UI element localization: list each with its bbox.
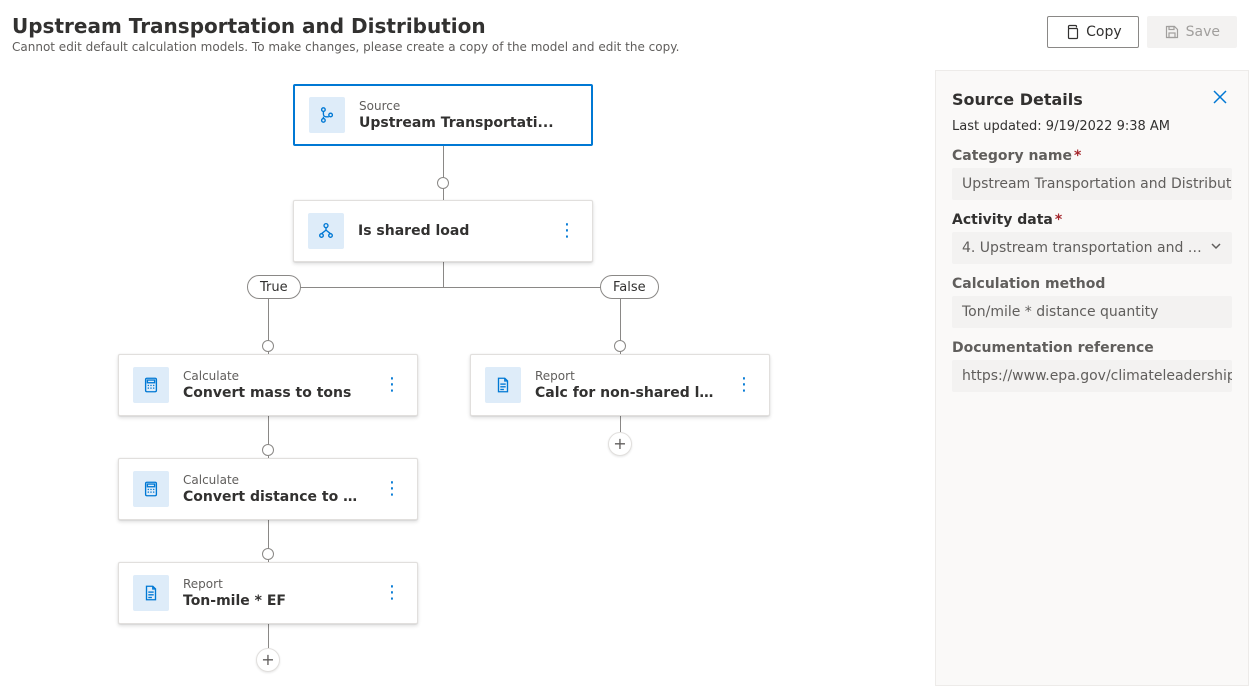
add-node-button[interactable] <box>256 648 280 672</box>
node-kind: Source <box>359 98 577 114</box>
field-label-docref: Documentation reference <box>952 340 1232 356</box>
node-more-button[interactable] <box>733 374 755 396</box>
branch-label-true: True <box>247 275 301 299</box>
category-name-field[interactable]: Upstream Transportation and Distribution <box>952 168 1232 200</box>
last-updated: Last updated: 9/19/2022 9:38 AM <box>952 119 1232 134</box>
copy-button[interactable]: Copy <box>1047 16 1139 48</box>
header-text: Upstream Transportation and Distribution… <box>12 14 679 54</box>
node-title: Is shared load <box>358 222 542 240</box>
node-title: Calc for non-shared load <box>535 384 719 402</box>
page-subtitle: Cannot edit default calculation models. … <box>12 40 679 54</box>
panel-title: Source Details <box>952 90 1083 109</box>
copy-label: Copy <box>1086 24 1122 40</box>
details-panel: Source Details Last updated: 9/19/2022 9… <box>935 70 1249 686</box>
activity-data-select[interactable]: 4. Upstream transportation and distribut… <box>952 232 1232 264</box>
node-text: Report Ton-mile * EF <box>183 576 367 610</box>
connector-dot[interactable] <box>614 340 626 352</box>
node-text: Source Upstream Transportati... <box>359 98 577 132</box>
node-text: Calculate Convert mass to tons <box>183 368 367 402</box>
node-report-tonmile[interactable]: Report Ton-mile * EF <box>118 562 418 624</box>
header-actions: Copy Save <box>1047 14 1237 48</box>
field-label-calcmethod: Calculation method <box>952 276 1232 292</box>
node-title: Upstream Transportati... <box>359 114 577 132</box>
copy-icon <box>1064 24 1080 40</box>
document-icon <box>485 367 521 403</box>
node-title: Convert mass to tons <box>183 384 367 402</box>
page-header: Upstream Transportation and Distribution… <box>0 0 1253 64</box>
add-node-button[interactable] <box>608 432 632 456</box>
node-calc-mass[interactable]: Calculate Convert mass to tons <box>118 354 418 416</box>
node-source[interactable]: Source Upstream Transportati... <box>293 84 593 146</box>
connector-dot[interactable] <box>262 548 274 560</box>
node-title: Ton-mile * EF <box>183 592 367 610</box>
calculator-icon <box>133 471 169 507</box>
node-calc-distance[interactable]: Calculate Convert distance to mi... <box>118 458 418 520</box>
save-button: Save <box>1147 16 1237 48</box>
field-label-activity: Activity data* <box>952 212 1232 228</box>
node-condition[interactable]: Is shared load <box>293 200 593 262</box>
save-label: Save <box>1186 24 1220 40</box>
branch-icon <box>309 97 345 133</box>
connector-dot[interactable] <box>437 177 449 189</box>
branch-label-false: False <box>600 275 659 299</box>
node-report-nonshared[interactable]: Report Calc for non-shared load <box>470 354 770 416</box>
node-more-button[interactable] <box>381 582 403 604</box>
node-more-button[interactable] <box>556 220 578 242</box>
page-title: Upstream Transportation and Distribution <box>12 14 679 38</box>
close-icon[interactable] <box>1208 85 1232 113</box>
decision-icon <box>308 213 344 249</box>
connector-dot[interactable] <box>262 444 274 456</box>
save-icon <box>1164 24 1180 40</box>
node-title: Convert distance to mi... <box>183 488 367 506</box>
node-kind: Report <box>183 576 367 592</box>
node-kind: Report <box>535 368 719 384</box>
doc-ref-field[interactable]: https://www.epa.gov/climateleadership/sc… <box>952 360 1232 392</box>
document-icon <box>133 575 169 611</box>
node-kind: Calculate <box>183 472 367 488</box>
node-more-button[interactable] <box>381 478 403 500</box>
field-label-category: Category name* <box>952 148 1232 164</box>
node-text: Calculate Convert distance to mi... <box>183 472 367 506</box>
calc-method-field[interactable]: Ton/mile * distance quantity <box>952 296 1232 328</box>
node-kind: Calculate <box>183 368 367 384</box>
node-text: Is shared load <box>358 222 542 240</box>
calculator-icon <box>133 367 169 403</box>
node-text: Report Calc for non-shared load <box>535 368 719 402</box>
chevron-down-icon <box>1210 240 1222 256</box>
node-more-button[interactable] <box>381 374 403 396</box>
connector-dot[interactable] <box>262 340 274 352</box>
